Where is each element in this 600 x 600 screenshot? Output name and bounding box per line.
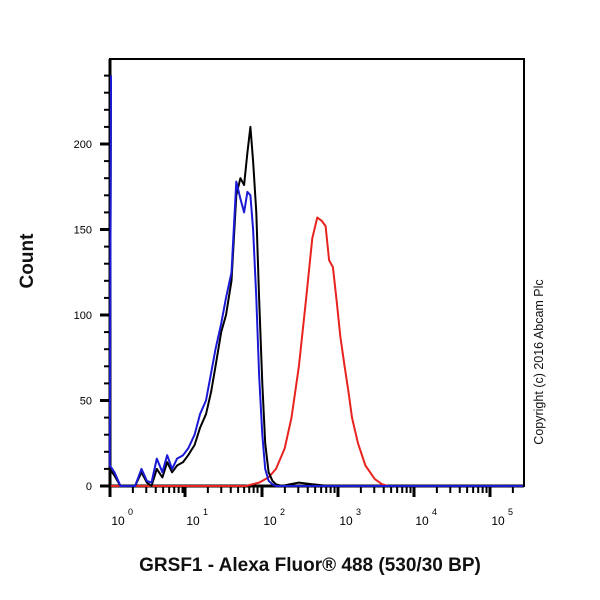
y-tick-label: 200 — [74, 139, 92, 151]
y-axis-ticks: 0 50 100 150 200 — [74, 74, 110, 493]
x-tick-exponent: 5 — [508, 507, 513, 517]
x-tick-exponent: 4 — [432, 507, 437, 517]
y-tick-label: 100 — [74, 310, 92, 322]
copyright-note: Copyright (c) 2016 Abcam Plc — [532, 279, 546, 445]
x-tick-exponent: 1 — [203, 507, 208, 517]
x-tick-exponent: 0 — [128, 507, 133, 517]
histogram-series — [108, 75, 523, 487]
y-tick-label: 150 — [74, 225, 92, 237]
x-tick-label: 10 — [263, 514, 277, 528]
plot-frame — [109, 58, 525, 487]
x-tick-exponent: 2 — [280, 507, 285, 517]
series-line — [111, 216, 523, 487]
series-line — [108, 75, 523, 487]
x-tick-label: 10 — [186, 514, 200, 528]
x-tick-label: 10 — [491, 514, 505, 528]
y-tick-label: 0 — [86, 481, 92, 493]
y-tick-label: 50 — [80, 396, 92, 408]
x-tick-exponent: 3 — [356, 507, 361, 517]
x-tick-label: 10 — [415, 514, 429, 528]
x-tick-label: 10 — [111, 514, 125, 528]
x-axis-label: GRSF1 - Alexa Fluor® 488 (530/30 BP) — [139, 555, 481, 576]
y-axis-label: Count — [17, 233, 38, 289]
x-tick-label: 10 — [339, 514, 353, 528]
